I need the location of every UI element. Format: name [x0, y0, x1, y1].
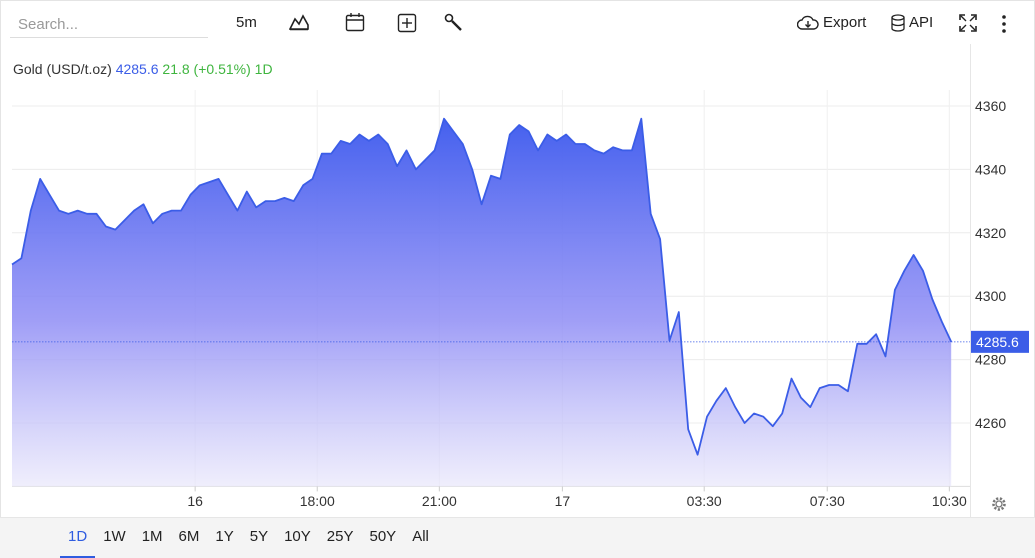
range-buttons: 1D 1W 1M 6M 1Y 5Y 10Y 25Y 50Y All — [60, 518, 437, 558]
price-line — [11, 117, 953, 456]
range-button[interactable]: 6M — [178, 528, 200, 545]
range-button[interactable]: 10Y — [284, 528, 311, 545]
range-button[interactable]: 25Y — [326, 528, 354, 545]
search-input[interactable]: Search... — [10, 10, 208, 38]
x-tick-label: 16 — [187, 493, 203, 509]
legend-change: 21.8 (+0.51%) — [162, 61, 250, 77]
y-tick-label: 4360 — [975, 98, 1006, 114]
range-button[interactable]: 5Y — [249, 528, 269, 545]
calendar-icon[interactable] — [345, 12, 365, 32]
range-button[interactable]: 1Y — [215, 528, 234, 545]
chart: 4260 4280 4300 4320 4340 4360 16 18:00 21:00 17 03… — [11, 44, 1029, 517]
legend-title: Gold (USD/t.oz) — [13, 61, 112, 77]
last-price-box — [971, 330, 1029, 353]
y-tick-label: 4260 — [975, 415, 1006, 431]
settings-icon[interactable] — [992, 497, 1006, 511]
range-button[interactable]: 1D — [60, 518, 96, 558]
range-button[interactable]: All — [412, 528, 429, 545]
legend: Gold (USD/t.oz) 4285.6 21.8 (+0.51%) 1D — [13, 61, 273, 77]
fullscreen-icon[interactable] — [958, 13, 978, 33]
legend-price: 4285.6 — [116, 61, 159, 77]
x-tick-label: 07:30 — [810, 493, 845, 509]
y-tick-label: 4340 — [975, 161, 1006, 177]
last-price-label: 4285.6 — [976, 334, 1019, 350]
chart-type-icon[interactable] — [289, 13, 309, 31]
tools-icon[interactable] — [444, 13, 464, 33]
y-tick-label: 4320 — [975, 225, 1006, 241]
add-indicator-icon[interactable] — [397, 13, 417, 33]
interval-button[interactable]: 5m — [236, 14, 257, 31]
range-button[interactable]: 1W — [103, 528, 126, 545]
export-icon[interactable] — [797, 14, 819, 32]
legend-period: 1D — [255, 61, 273, 77]
area-fill — [12, 118, 952, 487]
x-tick-label: 10:30 — [932, 493, 967, 509]
y-tick-label: 4300 — [975, 288, 1006, 304]
range-button[interactable]: 50Y — [369, 528, 397, 545]
x-tick-label: 03:30 — [687, 493, 722, 509]
range-button[interactable]: 1M — [141, 528, 163, 545]
api-icon[interactable] — [890, 14, 906, 32]
x-tick-label: 17 — [555, 493, 571, 509]
x-tick-label: 18:00 — [300, 493, 335, 509]
menu-icon[interactable] — [1000, 14, 1008, 34]
x-tick-label: 21:00 — [422, 493, 457, 509]
y-tick-label: 4280 — [975, 352, 1006, 368]
toolbar: Search... 5m Export API — [0, 0, 1035, 44]
export-button[interactable]: Export — [823, 14, 867, 31]
range-bar: 1D 1W 1M 6M 1Y 5Y 10Y 25Y 50Y All — [0, 517, 1035, 558]
api-button[interactable]: API — [909, 14, 934, 31]
